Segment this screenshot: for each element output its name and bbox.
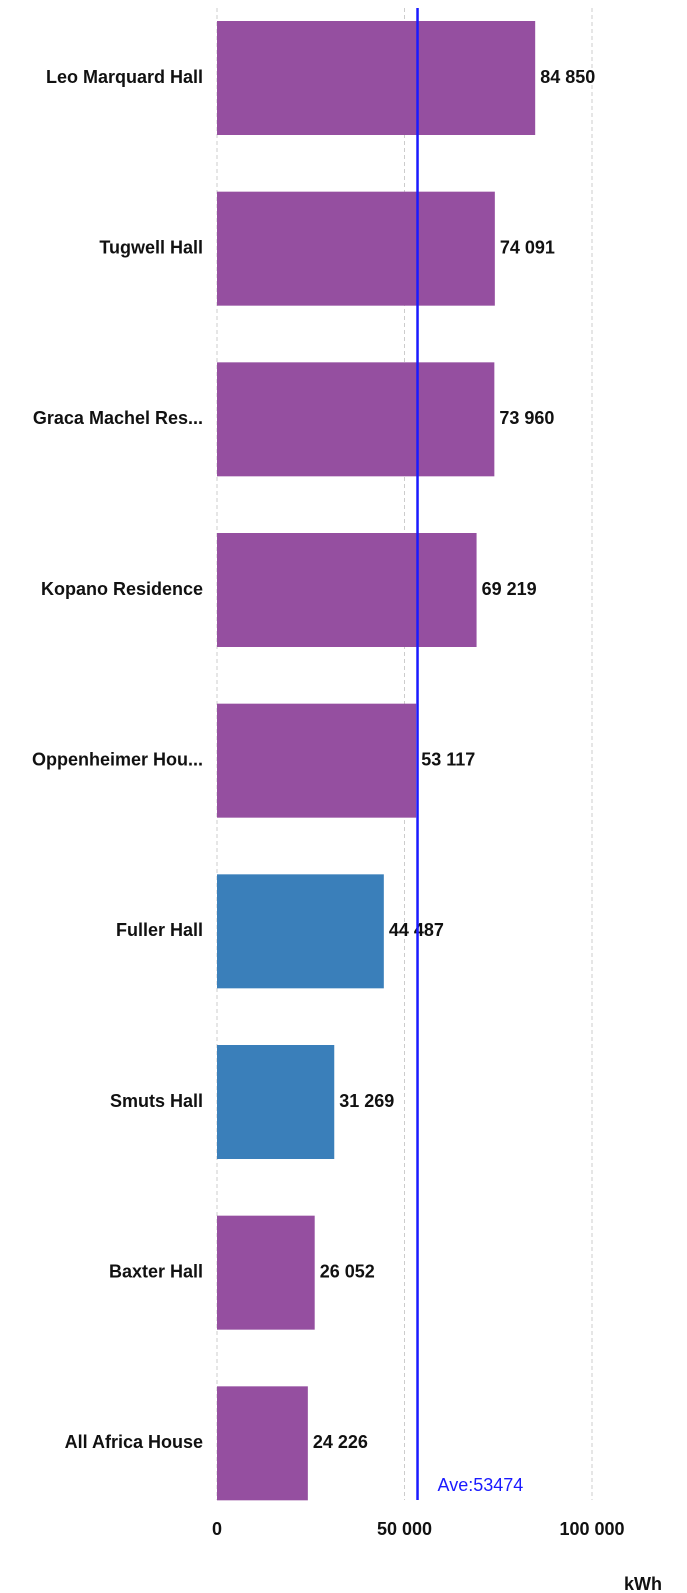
bar: [217, 1386, 308, 1501]
value-label: 73 960: [499, 408, 554, 428]
y-tick-label: All Africa House: [65, 1432, 203, 1452]
bar: [217, 21, 536, 135]
bar: [217, 703, 417, 818]
y-tick-label: Smuts Hall: [110, 1091, 203, 1111]
x-tick-label: 0: [212, 1519, 222, 1539]
bar: [217, 1215, 315, 1330]
y-tick-label: Leo Marquard Hall: [46, 67, 203, 87]
value-label: 26 052: [320, 1261, 375, 1281]
value-label: 69 219: [482, 579, 537, 599]
y-tick-label: Kopano Residence: [41, 579, 203, 599]
bar: [217, 874, 384, 989]
value-label: 53 117: [421, 749, 475, 769]
value-label: 74 091: [500, 237, 555, 257]
bar: [217, 1045, 335, 1159]
bar: [217, 533, 477, 647]
value-label: 84 850: [540, 67, 595, 87]
value-label: 31 269: [339, 1091, 394, 1111]
y-tick-label: Tugwell Hall: [99, 237, 203, 257]
y-tick-label: Fuller Hall: [116, 920, 203, 940]
average-label: Ave:53474: [438, 1475, 524, 1495]
y-tick-label: Oppenheimer Hou...: [32, 749, 203, 769]
x-tick-label: 50 000: [377, 1519, 432, 1539]
x-axis-label: kWh: [624, 1574, 662, 1593]
y-tick-label: Baxter Hall: [109, 1261, 203, 1281]
bar: [217, 191, 495, 306]
value-label: 24 226: [313, 1432, 368, 1452]
x-tick-label: 100 000: [559, 1519, 624, 1539]
bar: [217, 362, 495, 477]
y-tick-label: Graca Machel Res...: [33, 408, 203, 428]
